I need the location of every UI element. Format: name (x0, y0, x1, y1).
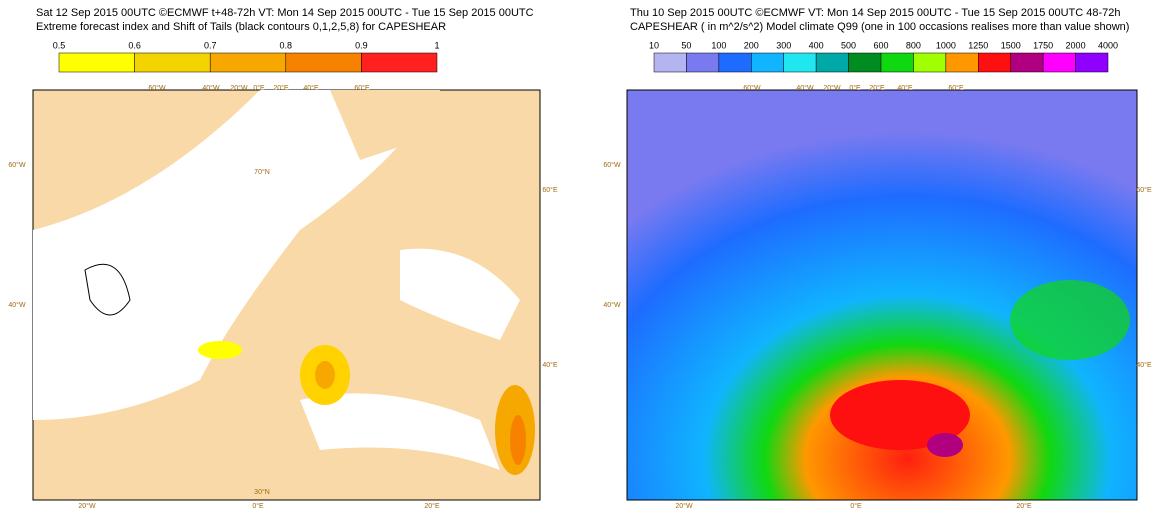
map-label: 40°E (1136, 361, 1152, 369)
colorbar-label: 200 (744, 40, 759, 50)
colorbar-label: 0.5 (53, 40, 66, 50)
colorbar-box (361, 52, 438, 73)
colorbar-label: 600 (873, 40, 888, 50)
colorbar-label: 1500 (1001, 40, 1021, 50)
colorbar-box (848, 52, 882, 73)
map-label: 20°E (273, 84, 289, 92)
map-label: 20°E (1016, 502, 1032, 510)
map-right (626, 89, 1138, 501)
colorbar-box (134, 52, 211, 73)
map-label: 60°W (148, 84, 166, 92)
colorbar-box (653, 52, 687, 73)
map-label: 70°N (254, 168, 270, 176)
colorbar-box (1042, 52, 1076, 73)
map-label: 60°W (603, 161, 621, 169)
colorbar-label: 300 (776, 40, 791, 50)
colorbar-box (209, 52, 287, 73)
map-label: 40°W (8, 301, 26, 309)
map-label: 40°W (202, 84, 220, 92)
map-label: 30°N (254, 488, 270, 496)
colorbar-label: 800 (906, 40, 921, 50)
map-label: 60°W (8, 161, 26, 169)
map-label: 20°E (424, 502, 440, 510)
colorbar-box (58, 52, 135, 73)
colorbar-label: 4000 (1098, 40, 1118, 50)
map-label: 20°W (675, 502, 693, 510)
colorbar-label: 100 (711, 40, 726, 50)
map-label: 20°E (869, 84, 885, 92)
map-label: 20°W (823, 84, 841, 92)
map-label: 60°E (542, 186, 558, 194)
colorbar-label: 1750 (1033, 40, 1053, 50)
map-label: 40°E (897, 84, 913, 92)
header-line: Sat 12 Sep 2015 00UTC ©ECMWF t+48-72h VT… (36, 7, 534, 19)
colorbar-box (978, 52, 1011, 73)
colorbar-box (945, 52, 979, 73)
map-label: 0°E (850, 502, 862, 510)
map-label: 40°W (603, 301, 621, 309)
colorbar-label: 1250 (968, 40, 988, 50)
header-line: CAPESHEAR ( in m^2/s^2) Model climate Q9… (630, 21, 1129, 33)
map-label: 0°E (253, 84, 265, 92)
colorbar-box (783, 52, 817, 73)
colorbar-label: 0.8 (280, 40, 293, 50)
colorbar-label: 400 (809, 40, 824, 50)
map-label: 60°E (354, 84, 370, 92)
colorbar-box (1075, 52, 1109, 73)
colorbar-label: 10 (649, 40, 659, 50)
map-label: 40°E (303, 84, 319, 92)
colorbar-label: 0.9 (355, 40, 368, 50)
map-label: 20°W (230, 84, 248, 92)
colorbar-box (815, 52, 849, 73)
colorbar-label: 1000 (936, 40, 956, 50)
map-left (32, 89, 541, 501)
map-label: 0°E (849, 84, 861, 92)
colorbar-label: 0.7 (204, 40, 217, 50)
map-label: 20°W (78, 502, 96, 510)
colorbar-box (1010, 52, 1044, 73)
colorbar-box (913, 52, 947, 73)
map-label: 40°E (542, 361, 558, 369)
colorbar-label: 500 (841, 40, 856, 50)
colorbar-label: 0.6 (128, 40, 141, 50)
colorbar-label: 50 (681, 40, 691, 50)
header-line: Thu 10 Sep 2015 00UTC ©ECMWF VT: Mon 14 … (630, 7, 1121, 19)
map-label: 60°W (743, 84, 761, 92)
colorbar-label: 2000 (1066, 40, 1086, 50)
map-label: 0°E (252, 502, 264, 510)
colorbar-box (718, 52, 752, 73)
header-line: Extreme forecast index and Shift of Tail… (36, 21, 446, 33)
map-label: 40°W (796, 84, 814, 92)
colorbar-box (880, 52, 914, 73)
colorbar-label: 1 (434, 40, 439, 50)
colorbar-box (285, 52, 362, 73)
colorbar-box (751, 52, 784, 73)
colorbar-box (686, 52, 720, 73)
map-label: 60°E (1136, 186, 1152, 194)
map-label: 60°E (948, 84, 964, 92)
